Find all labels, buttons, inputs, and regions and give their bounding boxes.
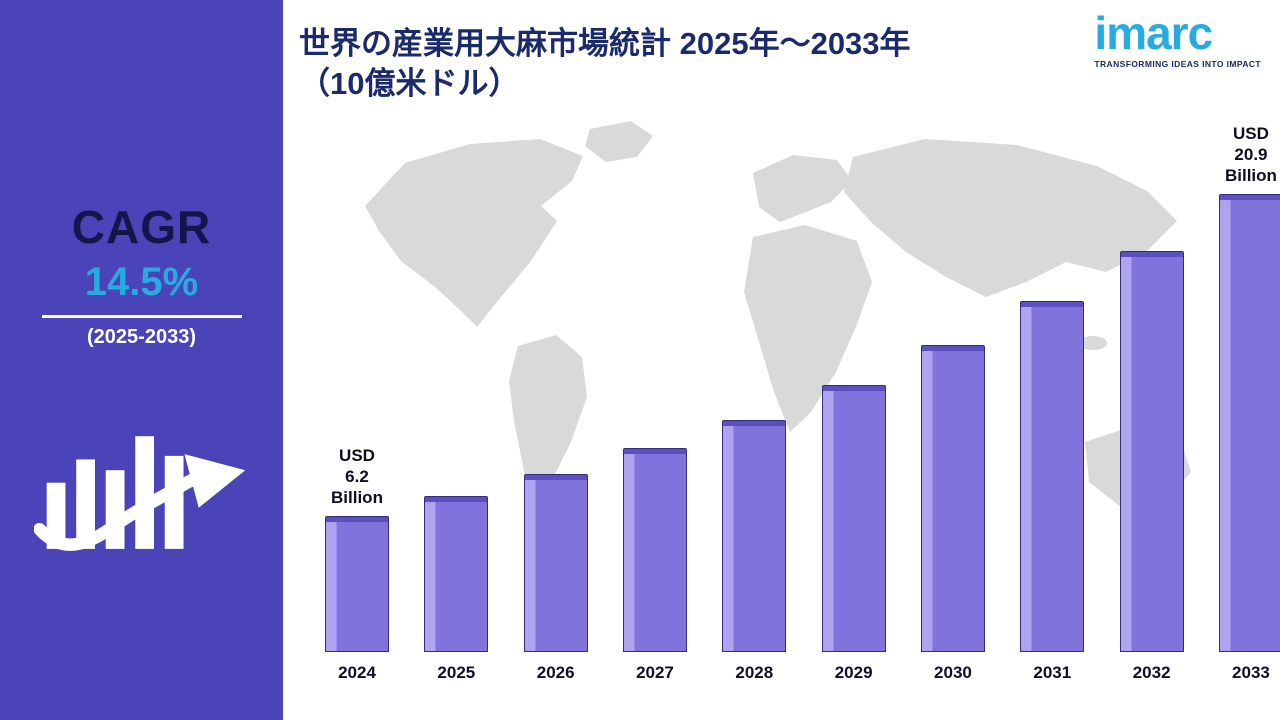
bar-2027 xyxy=(622,447,687,652)
bar-chart: USD 6.2 Billion 2024 2025 2026 2027 2028 2029 2… xyxy=(325,111,1280,683)
cagr-value: 14.5% xyxy=(84,260,199,304)
bar-2026 xyxy=(523,473,588,652)
x-axis-label-2030: 2030 xyxy=(934,662,972,682)
imarc-logo: imarc TRANSFORMING IDEAS INTO IMPACT xyxy=(1094,10,1261,69)
bar-2024 xyxy=(325,515,389,652)
x-axis-label-2024: 2024 xyxy=(338,662,376,682)
cagr-block: CAGR 14.5% (2025-2033) xyxy=(41,200,242,349)
title-line-2: （10億米ドル） xyxy=(299,66,520,102)
bar-slot-2025: 2025 xyxy=(424,111,489,683)
bar-slot-2030: 2030 xyxy=(920,111,985,683)
bar-2033 xyxy=(1218,193,1280,652)
page-title: 世界の産業用大麻市場統計 2025年～2033年 （10億米ドル） xyxy=(299,24,1079,105)
bar-value-label: USD 20.9 Billion xyxy=(1224,123,1277,186)
bar-slot-2024: USD 6.2 Billion 2024 xyxy=(325,111,389,683)
x-axis-label-2028: 2028 xyxy=(735,662,774,682)
bar-2029 xyxy=(821,384,886,652)
bar-slot-2029: 2029 xyxy=(821,111,886,683)
x-axis-label-2025: 2025 xyxy=(437,662,476,682)
bar-2030 xyxy=(920,344,985,652)
bar-2025 xyxy=(424,495,489,652)
bar-slot-2026: 2026 xyxy=(523,111,588,683)
bar-series: USD 6.2 Billion 2024 2025 2026 2027 2028 2029 2… xyxy=(325,111,1280,683)
x-axis-label-2027: 2027 xyxy=(636,662,674,682)
main-content: 世界の産業用大麻市場統計 2025年～2033年 （10億米ドル） imarc … xyxy=(283,0,1280,720)
bar-slot-2033: USD 20.9 Billion 2033 xyxy=(1218,111,1280,683)
imarc-logo-tagline: TRANSFORMING IDEAS INTO IMPACT xyxy=(1094,59,1261,69)
bar-slot-2032: 2032 xyxy=(1119,111,1184,683)
cagr-divider xyxy=(41,315,242,318)
sidebar: CAGR 14.5% (2025-2033) xyxy=(0,0,283,720)
title-line-1: 世界の産業用大麻市場統計 2025年～2033年 xyxy=(299,26,911,61)
bar-2028 xyxy=(722,419,787,652)
bar-2031 xyxy=(1020,300,1085,652)
x-axis-label-2029: 2029 xyxy=(834,662,873,682)
bar-slot-2031: 2031 xyxy=(1020,111,1085,683)
x-axis-label-2031: 2031 xyxy=(1033,662,1072,682)
x-axis-label-2032: 2032 xyxy=(1132,662,1171,682)
bar-slot-2028: 2028 xyxy=(722,111,787,683)
x-axis-label-2026: 2026 xyxy=(536,662,575,682)
cagr-period: (2025-2033) xyxy=(87,326,196,348)
bar-value-label: USD 6.2 Billion xyxy=(331,445,383,508)
cagr-label: CAGR xyxy=(71,201,212,253)
bar-slot-2027: 2027 xyxy=(622,111,687,683)
growth-chart-icon xyxy=(33,404,249,570)
bar-2032 xyxy=(1119,250,1184,652)
imarc-logo-text: imarc xyxy=(1094,7,1213,59)
x-axis-label-2033: 2033 xyxy=(1232,662,1270,682)
